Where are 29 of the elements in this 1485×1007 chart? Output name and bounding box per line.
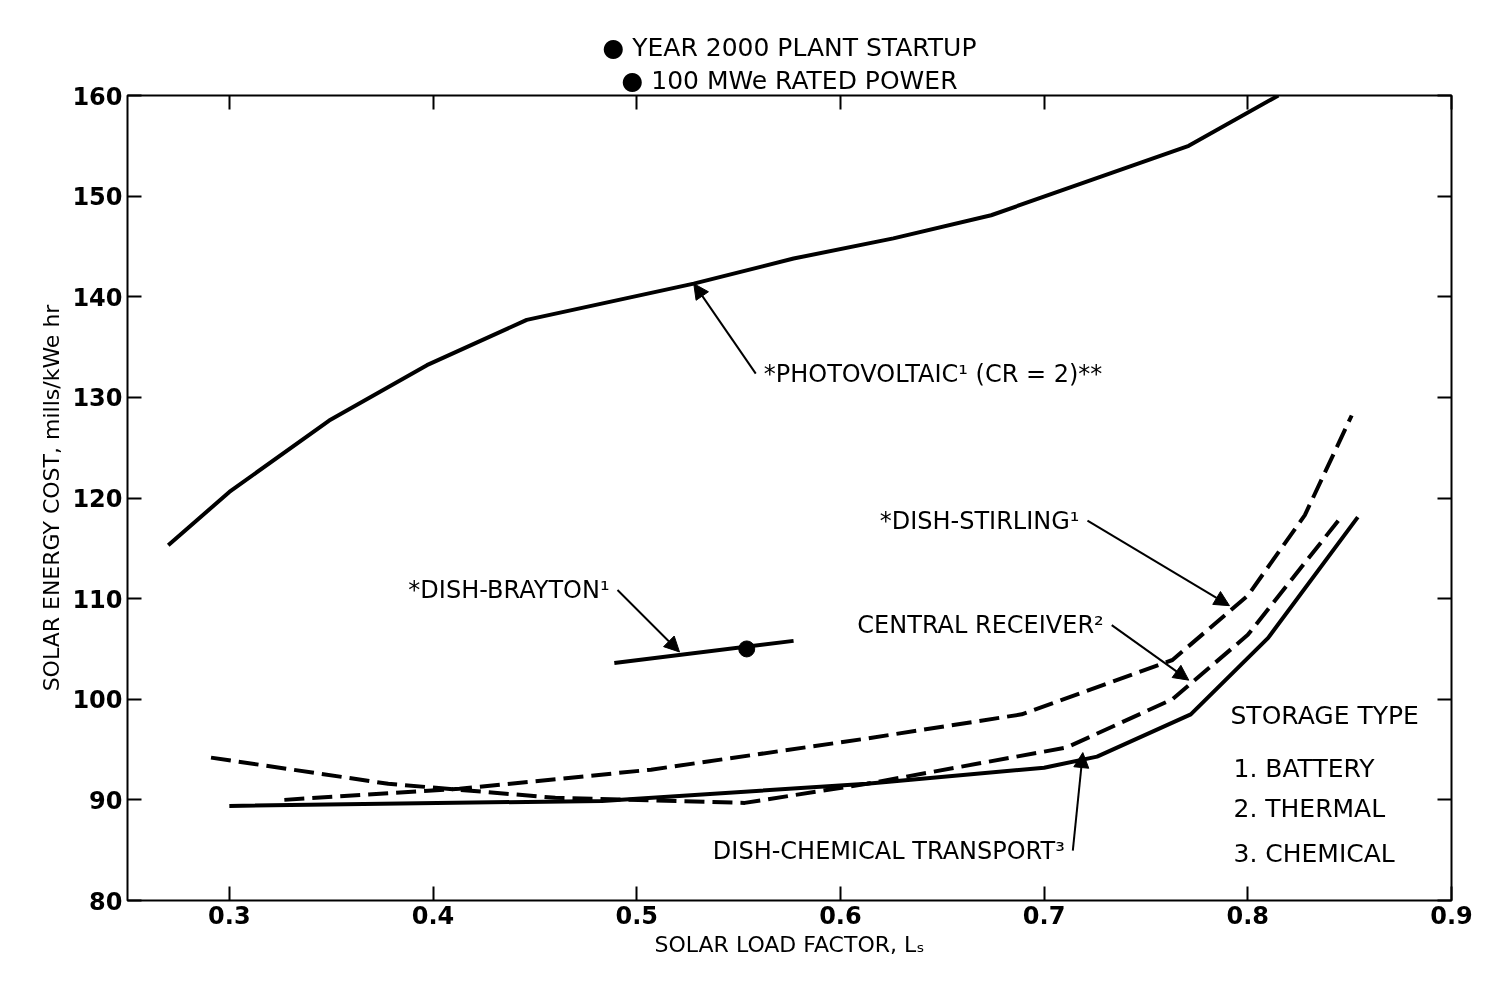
text: ● 100 MWe RATED POWER xyxy=(621,65,958,95)
annotation: *DISH-STIRLING¹ xyxy=(879,506,1080,535)
x-tick-label: 0.9 xyxy=(1430,901,1473,930)
x-tick-label: 0.6 xyxy=(819,901,862,930)
annotation: *PHOTOVOLTAIC¹ (CR = 2)** xyxy=(763,359,1103,388)
y-tick-label: 160 xyxy=(72,82,123,111)
annotation: *DISH-BRAYTON¹ xyxy=(408,575,610,604)
y-tick-label: 90 xyxy=(89,786,123,815)
x-tick-label: 0.3 xyxy=(208,901,251,930)
x-tick-label: 0.8 xyxy=(1226,901,1270,930)
y-tick-label: 120 xyxy=(72,485,123,513)
x-tick-label: 0.7 xyxy=(1022,901,1066,930)
y-tick-label: 150 xyxy=(72,183,123,212)
annotation: DISH-CHEMICAL TRANSPORT³ xyxy=(712,836,1065,865)
y-tick-label: 130 xyxy=(72,384,123,413)
x-tick-label: 0.4 xyxy=(411,901,455,930)
text: ● YEAR 2000 PLANT STARTUP xyxy=(602,32,977,62)
annotation: CENTRAL RECEIVER² xyxy=(857,611,1104,640)
x-tick-label: 0.5 xyxy=(615,901,658,930)
y-axis-title: SOLAR ENERGY COST, mills/kWe hr xyxy=(39,303,65,692)
y-tick-label: 100 xyxy=(72,686,123,715)
x-axis-title: SOLAR LOAD FACTOR, Lₛ xyxy=(654,931,925,957)
annotation: STORAGE TYPE xyxy=(1230,701,1419,730)
annotation: 3. CHEMICAL xyxy=(1233,839,1395,868)
y-tick-label: 140 xyxy=(72,283,123,312)
y-tick-label: 80 xyxy=(89,887,123,916)
annotation: 2. THERMAL xyxy=(1233,794,1386,823)
y-tick-label: 110 xyxy=(72,585,123,614)
annotation: 1. BATTERY xyxy=(1233,754,1376,783)
